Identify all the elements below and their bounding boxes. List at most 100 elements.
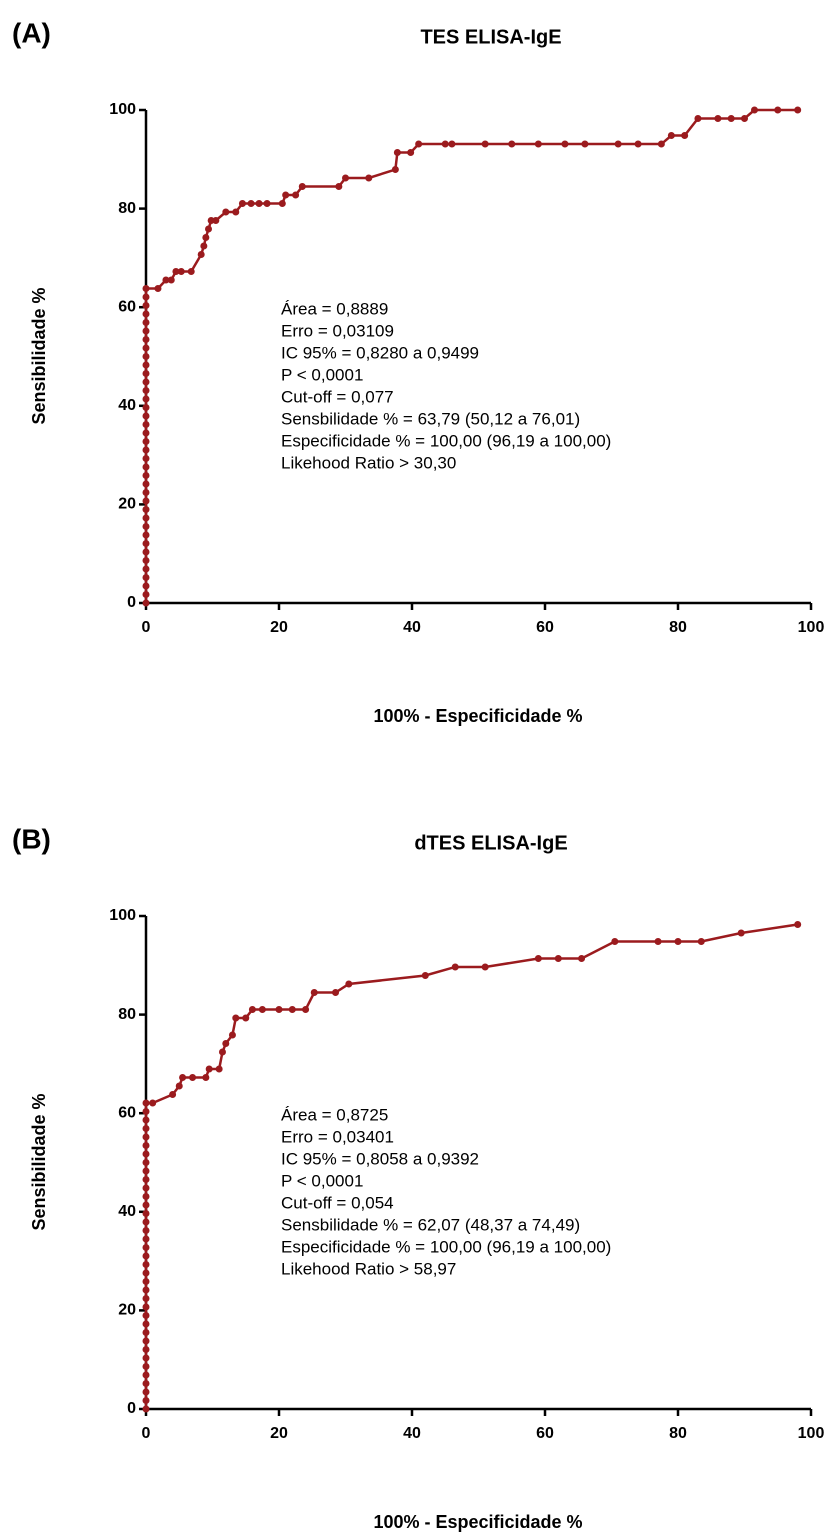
point [255, 200, 263, 208]
point [534, 954, 542, 962]
point [142, 1337, 150, 1345]
point [142, 1184, 150, 1192]
point [197, 250, 205, 258]
point [142, 489, 150, 497]
point [142, 1141, 150, 1149]
panel-label: (B) [12, 823, 51, 854]
point [142, 1328, 150, 1336]
point [218, 1048, 226, 1056]
point [142, 1311, 150, 1319]
point [189, 1074, 197, 1082]
annotation: P < 0,0001 [281, 365, 363, 384]
x-tick-label: 40 [403, 619, 421, 636]
point [142, 1269, 150, 1277]
point [142, 1303, 150, 1311]
point [162, 276, 170, 284]
point [142, 1252, 150, 1260]
point [142, 1371, 150, 1379]
point [694, 114, 702, 122]
point [263, 200, 271, 208]
point [167, 276, 175, 284]
point [228, 1031, 236, 1039]
point [142, 378, 150, 386]
point [554, 954, 562, 962]
point [481, 963, 489, 971]
point [142, 420, 150, 428]
annotation: Especificidade % = 100,00 (96,19 a 100,0… [281, 431, 611, 450]
y-axis-label: Sensibilidade % [29, 287, 49, 424]
point [142, 446, 150, 454]
point [202, 1074, 210, 1082]
point [481, 140, 489, 148]
point [142, 1363, 150, 1371]
point [172, 268, 180, 276]
point [407, 148, 415, 156]
point [142, 548, 150, 556]
point [142, 327, 150, 335]
point [142, 1209, 150, 1217]
y-tick-label: 100 [109, 907, 136, 924]
y-tick-label: 0 [127, 1400, 136, 1417]
y-tick-label: 80 [118, 200, 136, 217]
point [215, 1065, 223, 1073]
point [302, 1006, 310, 1014]
point [441, 140, 449, 148]
point [142, 353, 150, 360]
point [391, 166, 399, 174]
point [578, 954, 586, 962]
y-tick-label: 40 [118, 1203, 136, 1220]
x-tick-label: 0 [142, 619, 151, 636]
point [142, 1388, 150, 1396]
point [242, 1014, 250, 1022]
point [149, 1099, 157, 1107]
point [142, 370, 150, 378]
point [142, 1380, 150, 1388]
point [142, 599, 150, 607]
point [142, 505, 150, 513]
point [142, 1397, 150, 1405]
x-axis-label: 100% - Especificidade % [373, 706, 582, 726]
point [727, 114, 735, 122]
point [222, 208, 230, 216]
point [142, 497, 150, 505]
point [142, 1150, 150, 1158]
point [614, 140, 622, 148]
annotation: Likehood Ratio > 30,30 [281, 453, 456, 472]
point [298, 183, 306, 191]
point [142, 1218, 150, 1226]
point [657, 140, 665, 148]
y-tick-label: 40 [118, 397, 136, 414]
point [142, 302, 150, 310]
x-tick-label: 0 [142, 1425, 151, 1442]
point [611, 937, 619, 945]
point [175, 1082, 183, 1090]
x-tick-label: 60 [536, 1425, 554, 1442]
point [248, 1006, 256, 1014]
point [142, 591, 150, 599]
panel: (A) TES ELISA-IgE Sensibilidade % 100% - Es… [12, 17, 824, 725]
point [288, 1006, 296, 1014]
x-tick-label: 100 [798, 1425, 825, 1442]
point [278, 200, 286, 208]
point [142, 361, 150, 369]
point [737, 929, 745, 937]
chart-title: TES ELISA-IgE [420, 26, 561, 48]
point [179, 1074, 187, 1082]
point [200, 242, 208, 250]
x-tick-label: 20 [270, 1425, 288, 1442]
annotation: Sensbilidade % = 62,07 (48,37 a 74,49) [281, 1215, 580, 1234]
point [258, 1006, 266, 1014]
point [142, 565, 150, 573]
point [415, 140, 423, 148]
point [142, 412, 150, 420]
point [561, 140, 569, 148]
point [142, 1405, 150, 1413]
point [342, 174, 349, 182]
point [451, 963, 459, 971]
panel: (B) dTES ELISA-IgE Sensibilidade % 100% - E… [12, 823, 824, 1531]
x-tick-label: 20 [270, 619, 288, 636]
point [310, 989, 318, 997]
point [508, 140, 516, 148]
point [282, 191, 290, 199]
point [187, 268, 195, 276]
